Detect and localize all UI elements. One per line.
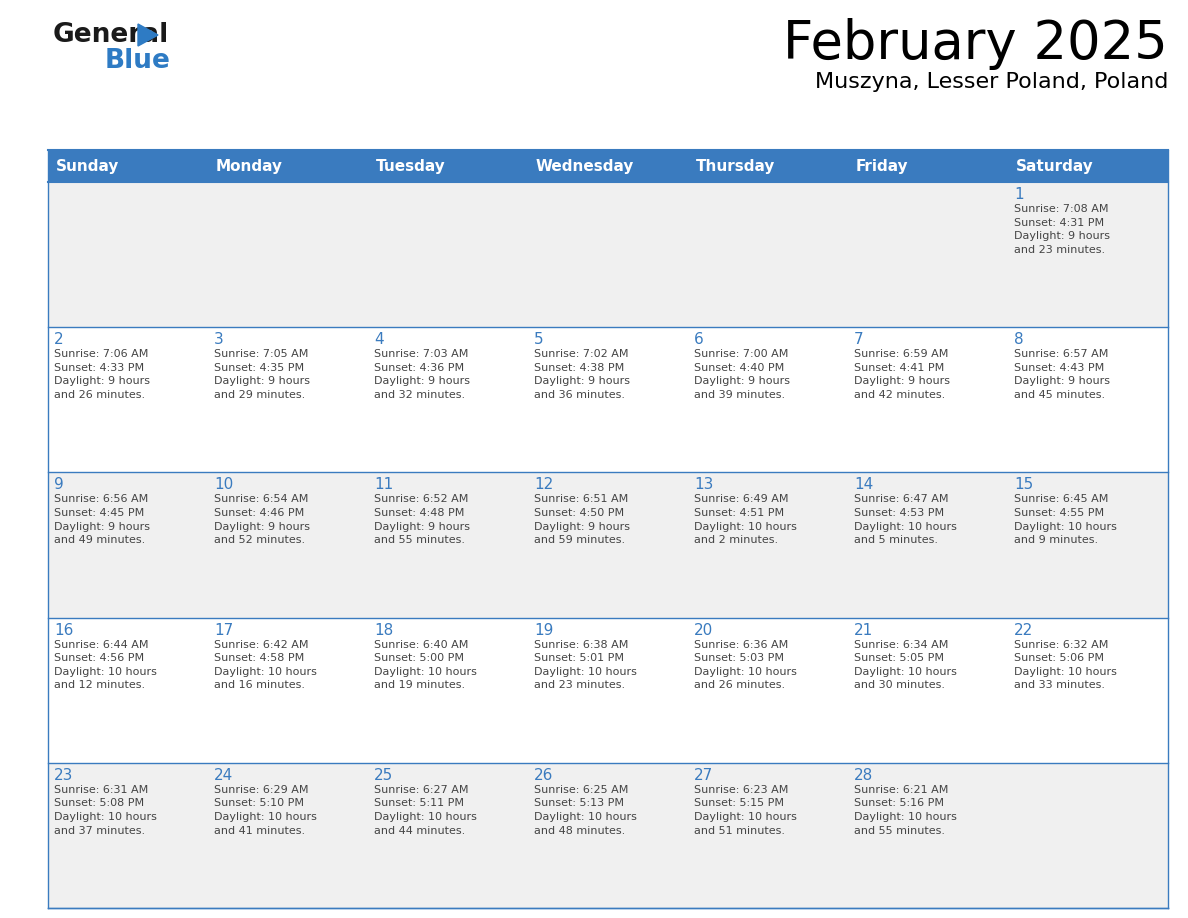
Text: Sunrise: 6:52 AM
Sunset: 4:48 PM
Daylight: 9 hours
and 55 minutes.: Sunrise: 6:52 AM Sunset: 4:48 PM Dayligh… — [374, 495, 470, 545]
Text: Sunrise: 6:34 AM
Sunset: 5:05 PM
Daylight: 10 hours
and 30 minutes.: Sunrise: 6:34 AM Sunset: 5:05 PM Dayligh… — [854, 640, 956, 690]
Text: Sunrise: 6:42 AM
Sunset: 4:58 PM
Daylight: 10 hours
and 16 minutes.: Sunrise: 6:42 AM Sunset: 4:58 PM Dayligh… — [214, 640, 317, 690]
Text: Sunrise: 6:29 AM
Sunset: 5:10 PM
Daylight: 10 hours
and 41 minutes.: Sunrise: 6:29 AM Sunset: 5:10 PM Dayligh… — [214, 785, 317, 835]
Text: Sunrise: 6:25 AM
Sunset: 5:13 PM
Daylight: 10 hours
and 48 minutes.: Sunrise: 6:25 AM Sunset: 5:13 PM Dayligh… — [533, 785, 637, 835]
Bar — [48, 763, 1168, 908]
Text: 9: 9 — [53, 477, 64, 492]
Text: 22: 22 — [1015, 622, 1034, 638]
Text: Sunrise: 6:21 AM
Sunset: 5:16 PM
Daylight: 10 hours
and 55 minutes.: Sunrise: 6:21 AM Sunset: 5:16 PM Dayligh… — [854, 785, 956, 835]
Bar — [48, 327, 1168, 473]
Text: General: General — [53, 22, 169, 48]
Text: Sunrise: 7:06 AM
Sunset: 4:33 PM
Daylight: 9 hours
and 26 minutes.: Sunrise: 7:06 AM Sunset: 4:33 PM Dayligh… — [53, 349, 150, 400]
Text: 6: 6 — [694, 332, 703, 347]
Text: 21: 21 — [854, 622, 873, 638]
Text: Sunrise: 6:40 AM
Sunset: 5:00 PM
Daylight: 10 hours
and 19 minutes.: Sunrise: 6:40 AM Sunset: 5:00 PM Dayligh… — [374, 640, 476, 690]
Text: 25: 25 — [374, 767, 393, 783]
Text: 7: 7 — [854, 332, 864, 347]
Text: Sunrise: 6:56 AM
Sunset: 4:45 PM
Daylight: 9 hours
and 49 minutes.: Sunrise: 6:56 AM Sunset: 4:45 PM Dayligh… — [53, 495, 150, 545]
Text: 10: 10 — [214, 477, 233, 492]
Text: 27: 27 — [694, 767, 713, 783]
Text: Sunrise: 6:31 AM
Sunset: 5:08 PM
Daylight: 10 hours
and 37 minutes.: Sunrise: 6:31 AM Sunset: 5:08 PM Dayligh… — [53, 785, 157, 835]
Text: 12: 12 — [533, 477, 554, 492]
Bar — [48, 473, 1168, 618]
Text: Sunrise: 6:23 AM
Sunset: 5:15 PM
Daylight: 10 hours
and 51 minutes.: Sunrise: 6:23 AM Sunset: 5:15 PM Dayligh… — [694, 785, 797, 835]
Text: Sunday: Sunday — [56, 159, 119, 174]
Text: 2: 2 — [53, 332, 64, 347]
Text: 3: 3 — [214, 332, 223, 347]
Text: 18: 18 — [374, 622, 393, 638]
Text: Sunrise: 6:54 AM
Sunset: 4:46 PM
Daylight: 9 hours
and 52 minutes.: Sunrise: 6:54 AM Sunset: 4:46 PM Dayligh… — [214, 495, 310, 545]
Text: 20: 20 — [694, 622, 713, 638]
Text: 5: 5 — [533, 332, 544, 347]
Text: Sunrise: 6:47 AM
Sunset: 4:53 PM
Daylight: 10 hours
and 5 minutes.: Sunrise: 6:47 AM Sunset: 4:53 PM Dayligh… — [854, 495, 956, 545]
Text: Sunrise: 7:03 AM
Sunset: 4:36 PM
Daylight: 9 hours
and 32 minutes.: Sunrise: 7:03 AM Sunset: 4:36 PM Dayligh… — [374, 349, 470, 400]
Text: 23: 23 — [53, 767, 74, 783]
Text: February 2025: February 2025 — [783, 18, 1168, 70]
Text: Muszyna, Lesser Poland, Poland: Muszyna, Lesser Poland, Poland — [815, 72, 1168, 92]
Text: Sunrise: 7:08 AM
Sunset: 4:31 PM
Daylight: 9 hours
and 23 minutes.: Sunrise: 7:08 AM Sunset: 4:31 PM Dayligh… — [1015, 204, 1110, 255]
Text: Thursday: Thursday — [696, 159, 776, 174]
Text: 1: 1 — [1015, 187, 1024, 202]
Polygon shape — [138, 24, 158, 46]
Bar — [48, 618, 1168, 763]
Text: 11: 11 — [374, 477, 393, 492]
Text: Sunrise: 6:49 AM
Sunset: 4:51 PM
Daylight: 10 hours
and 2 minutes.: Sunrise: 6:49 AM Sunset: 4:51 PM Dayligh… — [694, 495, 797, 545]
Text: 19: 19 — [533, 622, 554, 638]
Text: Sunrise: 6:27 AM
Sunset: 5:11 PM
Daylight: 10 hours
and 44 minutes.: Sunrise: 6:27 AM Sunset: 5:11 PM Dayligh… — [374, 785, 476, 835]
Text: 4: 4 — [374, 332, 384, 347]
Text: 8: 8 — [1015, 332, 1024, 347]
Text: 13: 13 — [694, 477, 713, 492]
Text: Tuesday: Tuesday — [375, 159, 446, 174]
Text: 14: 14 — [854, 477, 873, 492]
Text: Saturday: Saturday — [1016, 159, 1094, 174]
Text: Wednesday: Wednesday — [536, 159, 634, 174]
Text: Sunrise: 6:57 AM
Sunset: 4:43 PM
Daylight: 9 hours
and 45 minutes.: Sunrise: 6:57 AM Sunset: 4:43 PM Dayligh… — [1015, 349, 1110, 400]
Text: 16: 16 — [53, 622, 74, 638]
Text: Monday: Monday — [216, 159, 283, 174]
Text: Sunrise: 6:32 AM
Sunset: 5:06 PM
Daylight: 10 hours
and 33 minutes.: Sunrise: 6:32 AM Sunset: 5:06 PM Dayligh… — [1015, 640, 1117, 690]
Text: Blue: Blue — [105, 48, 171, 74]
Text: Sunrise: 7:05 AM
Sunset: 4:35 PM
Daylight: 9 hours
and 29 minutes.: Sunrise: 7:05 AM Sunset: 4:35 PM Dayligh… — [214, 349, 310, 400]
Text: 28: 28 — [854, 767, 873, 783]
Text: 24: 24 — [214, 767, 233, 783]
Text: Friday: Friday — [857, 159, 909, 174]
Bar — [48, 150, 1168, 182]
Text: Sunrise: 6:36 AM
Sunset: 5:03 PM
Daylight: 10 hours
and 26 minutes.: Sunrise: 6:36 AM Sunset: 5:03 PM Dayligh… — [694, 640, 797, 690]
Text: Sunrise: 7:00 AM
Sunset: 4:40 PM
Daylight: 9 hours
and 39 minutes.: Sunrise: 7:00 AM Sunset: 4:40 PM Dayligh… — [694, 349, 790, 400]
Text: Sunrise: 6:59 AM
Sunset: 4:41 PM
Daylight: 9 hours
and 42 minutes.: Sunrise: 6:59 AM Sunset: 4:41 PM Dayligh… — [854, 349, 950, 400]
Text: 26: 26 — [533, 767, 554, 783]
Text: Sunrise: 7:02 AM
Sunset: 4:38 PM
Daylight: 9 hours
and 36 minutes.: Sunrise: 7:02 AM Sunset: 4:38 PM Dayligh… — [533, 349, 630, 400]
Text: Sunrise: 6:44 AM
Sunset: 4:56 PM
Daylight: 10 hours
and 12 minutes.: Sunrise: 6:44 AM Sunset: 4:56 PM Dayligh… — [53, 640, 157, 690]
Text: 17: 17 — [214, 622, 233, 638]
Bar — [48, 182, 1168, 327]
Text: Sunrise: 6:45 AM
Sunset: 4:55 PM
Daylight: 10 hours
and 9 minutes.: Sunrise: 6:45 AM Sunset: 4:55 PM Dayligh… — [1015, 495, 1117, 545]
Text: Sunrise: 6:38 AM
Sunset: 5:01 PM
Daylight: 10 hours
and 23 minutes.: Sunrise: 6:38 AM Sunset: 5:01 PM Dayligh… — [533, 640, 637, 690]
Text: 15: 15 — [1015, 477, 1034, 492]
Text: Sunrise: 6:51 AM
Sunset: 4:50 PM
Daylight: 9 hours
and 59 minutes.: Sunrise: 6:51 AM Sunset: 4:50 PM Dayligh… — [533, 495, 630, 545]
